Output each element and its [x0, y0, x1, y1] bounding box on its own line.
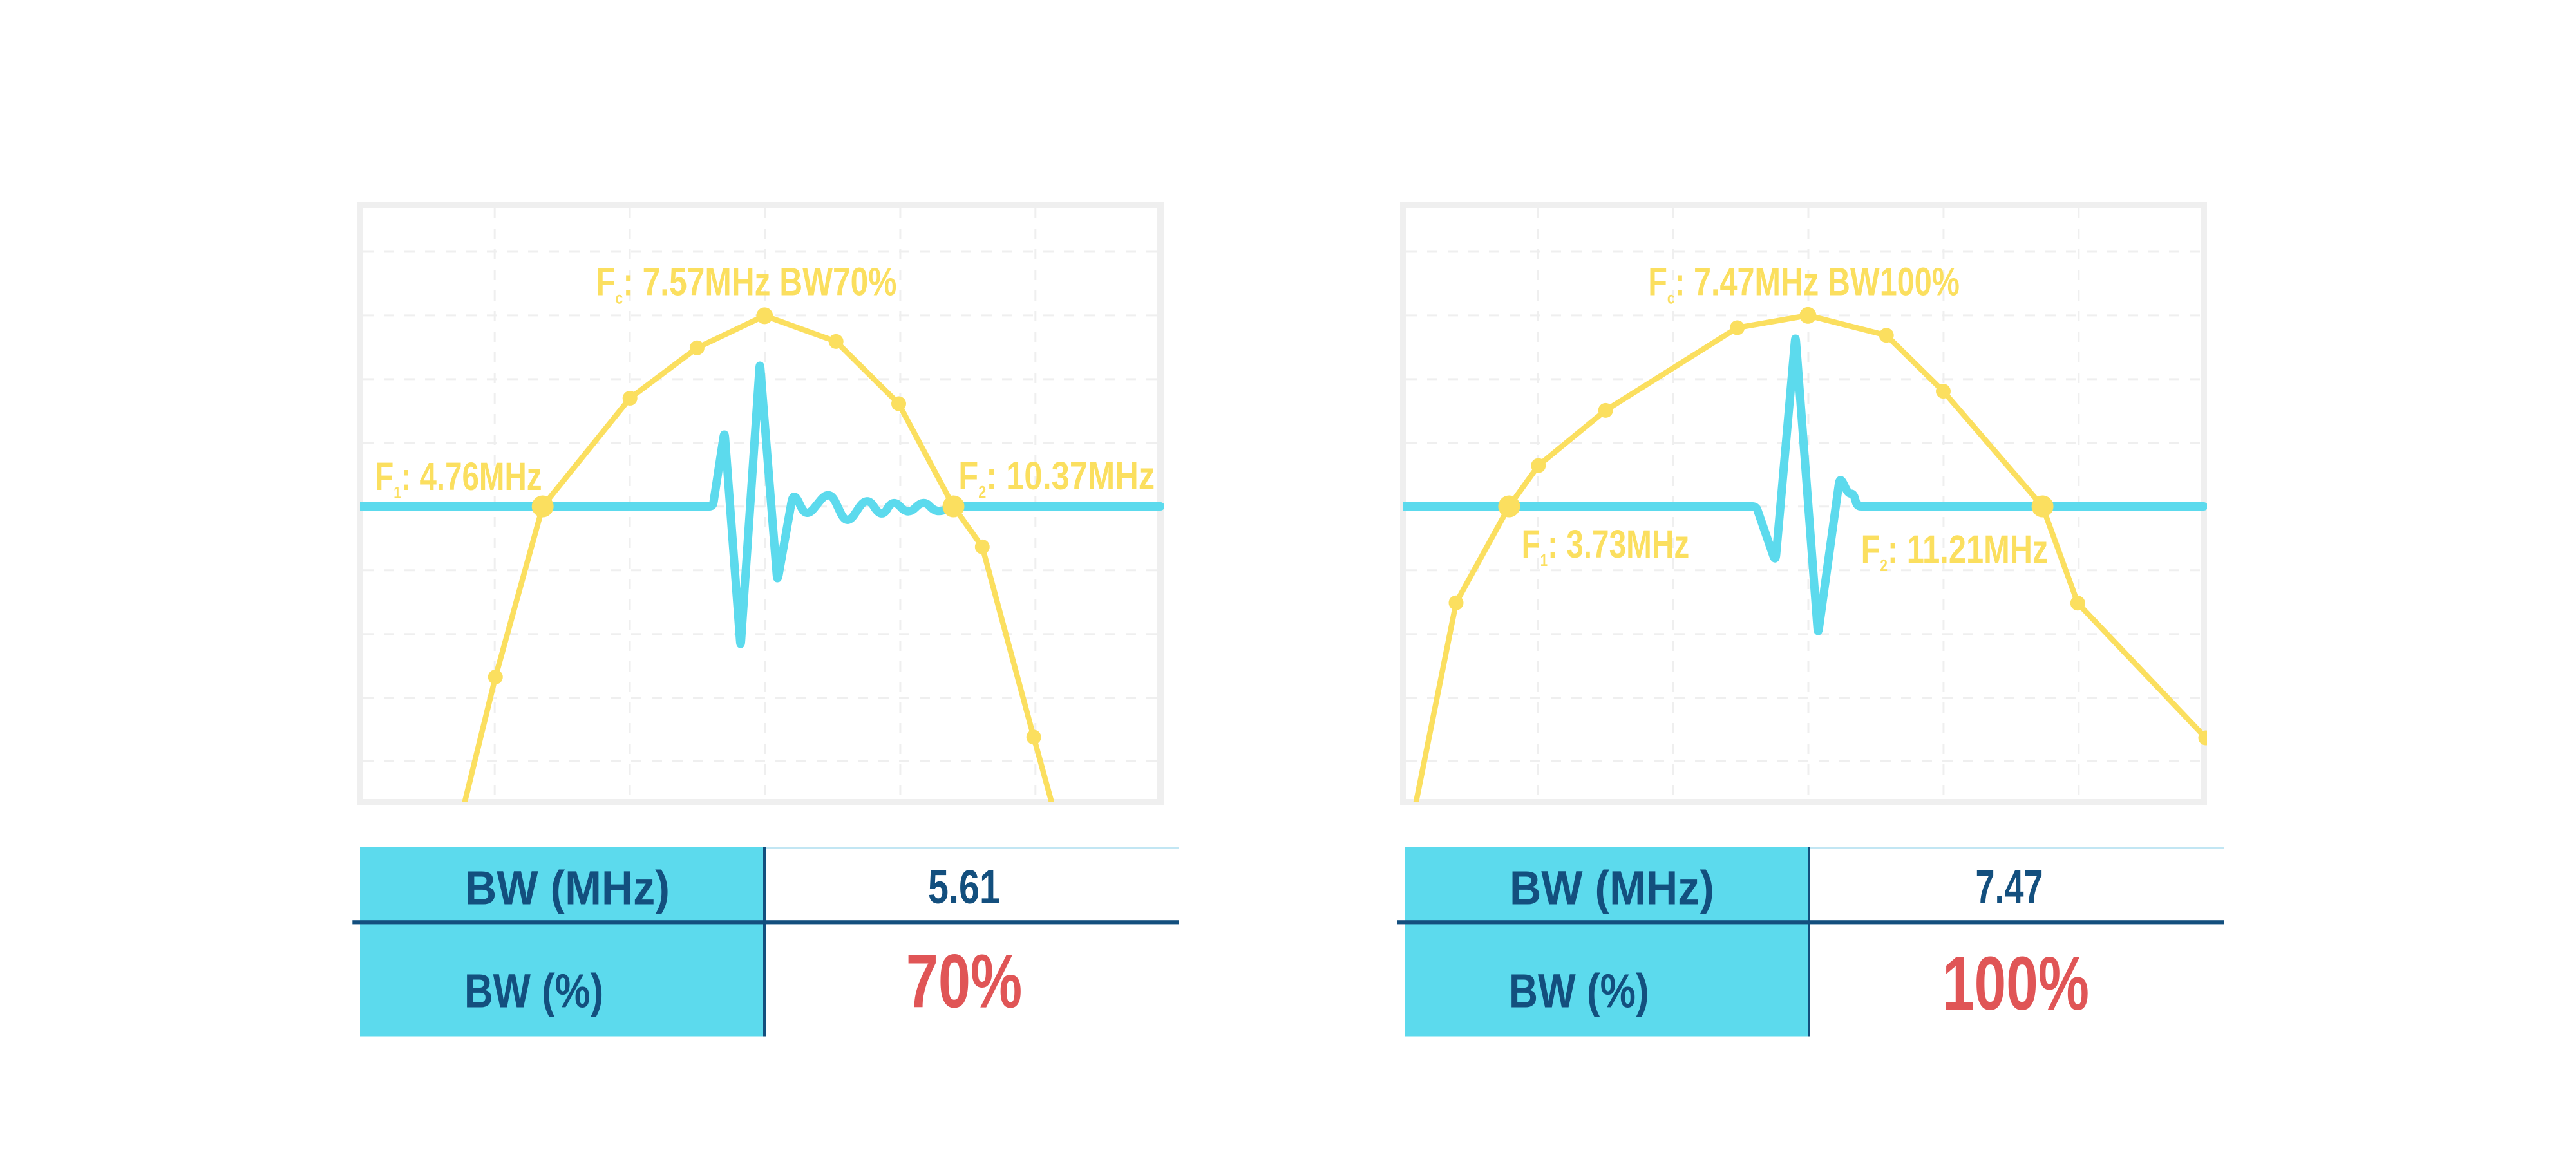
svg-text:BW (MHz): BW (MHz)	[1510, 862, 1714, 915]
svg-text:F1: 4.76MHz: F1: 4.76MHz	[375, 455, 542, 502]
svg-text:100%: 100%	[1942, 941, 2089, 1026]
svg-text:F2: 11.21MHz: F2: 11.21MHz	[1861, 527, 2049, 575]
svg-text:70%: 70%	[906, 939, 1022, 1024]
svg-text:F2: 10.37MHz: F2: 10.37MHz	[958, 454, 1155, 502]
svg-text:BW (%): BW (%)	[1509, 964, 1649, 1017]
svg-text:7.47: 7.47	[1976, 860, 2043, 914]
svg-text:Fc: 7.47MHz BW100%: Fc: 7.47MHz BW100%	[1648, 259, 1960, 307]
svg-text:Fc: 7.57MHz BW70%: Fc: 7.57MHz BW70%	[596, 260, 896, 308]
svg-text:BW (%): BW (%)	[464, 964, 603, 1018]
svg-text:BW (MHz): BW (MHz)	[465, 862, 670, 915]
svg-text:5.61: 5.61	[928, 861, 1000, 914]
svg-text:F1: 3.73MHz: F1: 3.73MHz	[1522, 522, 1690, 569]
